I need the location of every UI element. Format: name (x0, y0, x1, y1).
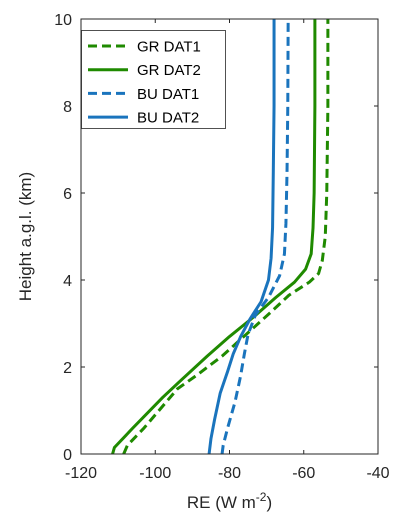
x-tick-label: -40 (366, 465, 389, 482)
series-line-gr-dat1 (122, 19, 330, 455)
y-tick-label: 2 (63, 360, 72, 377)
y-tick-label: 0 (63, 447, 72, 464)
x-axis-label-main: RE (W m (187, 493, 256, 512)
y-tick-label: 8 (63, 99, 72, 116)
legend: GR DAT1 GR DAT2 BU DAT1 BU DAT2 (81, 30, 226, 129)
y-tick-label: 10 (54, 12, 72, 29)
x-tick-labels: -120 -100 -80 -60 -40 (65, 465, 390, 482)
series-layer (111, 18, 330, 455)
series-line-bu-dat2 (207, 19, 276, 455)
legend-label-gr-dat1: GR DAT1 (137, 39, 201, 56)
legend-label-bu-dat1: BU DAT1 (137, 86, 199, 103)
x-axis-label: RE (W m-2) (187, 490, 272, 512)
y-axis-label: Height a.g.l. (km) (16, 172, 35, 301)
y-tick-labels: 0 2 4 6 8 10 (54, 12, 72, 464)
x-tick-label: -60 (292, 465, 315, 482)
y-tick-label: 6 (63, 186, 72, 203)
x-axis-label-superscript: -2 (256, 490, 267, 504)
x-axis-label-close: ) (266, 493, 272, 512)
x-tick-label: -80 (218, 465, 241, 482)
legend-label-bu-dat2: BU DAT2 (137, 110, 199, 127)
legend-label-gr-dat2: GR DAT2 (137, 62, 201, 79)
plot-frame (80, 18, 379, 455)
y-tick-label: 4 (63, 273, 72, 290)
series-line-gr-dat2 (111, 19, 317, 455)
series-line-bu-dat1 (220, 18, 290, 455)
x-tick-label: -100 (139, 465, 171, 482)
x-tick-label: -120 (65, 465, 97, 482)
